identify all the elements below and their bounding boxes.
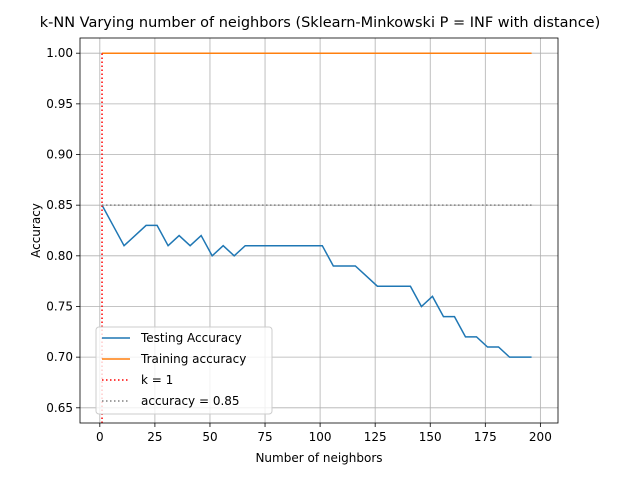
y-tick-label: 1.00 xyxy=(46,46,73,60)
chart-title: k-NN Varying number of neighbors (Sklear… xyxy=(40,15,601,31)
series-line-testing-accuracy xyxy=(101,204,532,358)
plot-frame xyxy=(79,37,559,424)
y-tick-label: 0.70 xyxy=(46,350,73,364)
x-tick-label: 0 xyxy=(96,430,104,444)
y-tick-label: 0.75 xyxy=(46,299,73,313)
x-tick-label: 50 xyxy=(202,430,217,444)
x-tick-label: 150 xyxy=(419,430,442,444)
legend: Testing Accuracy Training accuracy k = 1 ac… xyxy=(95,326,273,415)
y-tick-label: 0.95 xyxy=(46,97,73,111)
series-lines xyxy=(101,52,532,423)
y-axis-ticks: 0.65 0.70 0.75 0.80 0.85 0.90 0.95 1.00 xyxy=(46,46,80,415)
y-tick-label: 0.65 xyxy=(46,401,73,415)
x-tick-label: 25 xyxy=(147,430,162,444)
x-tick-label: 125 xyxy=(364,430,387,444)
x-axis-label: Number of neighbors xyxy=(255,451,382,465)
legend-label: Training accuracy xyxy=(140,352,246,366)
y-axis-label: Accuracy xyxy=(29,203,43,258)
y-tick-label: 0.85 xyxy=(46,198,73,212)
legend-label: Testing Accuracy xyxy=(140,331,242,345)
x-tick-label: 100 xyxy=(309,430,332,444)
legend-label: k = 1 xyxy=(141,373,173,387)
y-tick-label: 0.80 xyxy=(46,249,73,263)
legend-box xyxy=(95,326,273,415)
x-tick-label: 175 xyxy=(474,430,497,444)
x-tick-label: 75 xyxy=(257,430,272,444)
y-tick-label: 0.90 xyxy=(46,148,73,162)
x-axis-ticks: 0 25 50 75 100 125 150 175 200 xyxy=(96,423,552,444)
legend-label: accuracy = 0.85 xyxy=(141,394,240,408)
x-tick-label: 200 xyxy=(529,430,552,444)
